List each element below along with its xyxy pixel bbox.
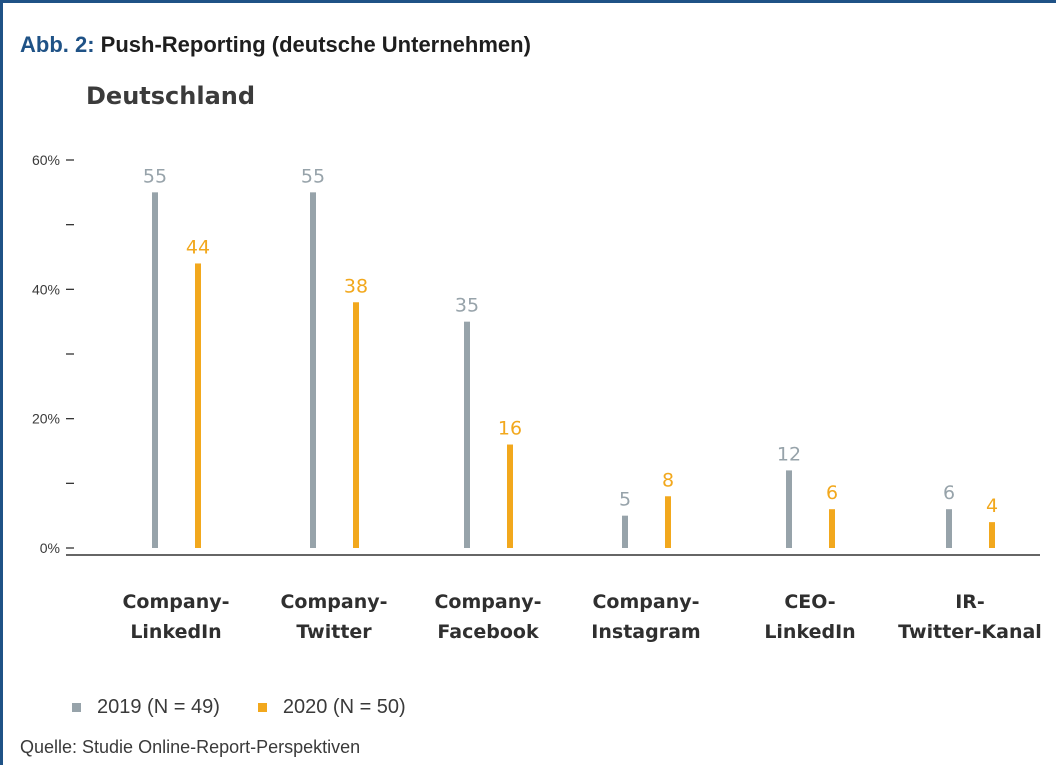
bar-2020 (829, 509, 835, 548)
data-label-2020: 4 (986, 495, 998, 517)
bar-2020 (195, 263, 201, 548)
category-label: Twitter (296, 621, 372, 643)
bar-2019 (786, 470, 792, 548)
legend-item: 2020 (N = 50) (257, 695, 406, 719)
category-label: Company- (122, 591, 229, 613)
category-label: Instagram (591, 621, 700, 643)
legend-item: 2019 (N = 49) (72, 696, 220, 719)
category-label: CEO- (784, 591, 835, 613)
bar-2020 (507, 444, 513, 548)
category-label: Company- (280, 591, 387, 613)
data-label-2020: 44 (186, 236, 210, 258)
category-label: Company- (434, 591, 541, 613)
legend-swatch (72, 702, 81, 712)
y-tick-label: 0% (40, 540, 60, 556)
data-label-2020: 8 (662, 469, 674, 491)
category-label: Facebook (437, 621, 539, 643)
y-tick-label: 40% (32, 281, 60, 297)
category-label: Company- (592, 591, 699, 613)
data-label-2020: 38 (344, 275, 368, 297)
frame-left-border (0, 0, 3, 765)
figure-label: Abb. 2: (20, 32, 101, 57)
data-label-2020: 6 (826, 482, 838, 504)
bar-2020 (665, 496, 671, 548)
data-label-2020: 16 (498, 418, 522, 440)
bar-2019 (946, 509, 952, 548)
legend-swatch (257, 702, 267, 712)
bar-2019 (310, 192, 316, 549)
figure-heading: Abb. 2: Push-Reporting (deutsche Unterne… (20, 32, 531, 57)
bar-2019 (464, 321, 470, 548)
chart-legend: 2019 (N = 49) 2020 (N = 50) (72, 694, 444, 720)
legend-label: 2019 (N = 49) (97, 695, 220, 718)
category-label: IR- (955, 591, 985, 613)
source-note: Quelle: Studie Online-Report-Perspektive… (20, 737, 361, 757)
bar-2019 (622, 515, 628, 548)
bar-2019 (152, 192, 158, 549)
legend-label: 2020 (N = 50) (282, 695, 406, 718)
figure-title: Push-Reporting (deutsche Unternehmen) (101, 32, 531, 57)
y-tick-label: 60% (32, 152, 60, 168)
data-label-2019: 5 (619, 489, 631, 511)
frame-top-border (0, 0, 1056, 3)
data-label-2019: 35 (455, 295, 479, 317)
category-label: LinkedIn (764, 621, 855, 643)
category-label: LinkedIn (130, 621, 221, 643)
data-label-2019: 12 (777, 443, 801, 465)
bar-2020 (353, 302, 359, 548)
chart-title: Deutschland (86, 82, 255, 110)
category-label: Twitter-Kanal (898, 621, 1042, 643)
data-label-2019: 55 (301, 165, 325, 187)
bar-2020 (989, 522, 995, 548)
y-tick-label: 20% (32, 411, 60, 427)
data-label-2019: 6 (943, 482, 955, 504)
data-label-2019: 55 (143, 165, 167, 187)
